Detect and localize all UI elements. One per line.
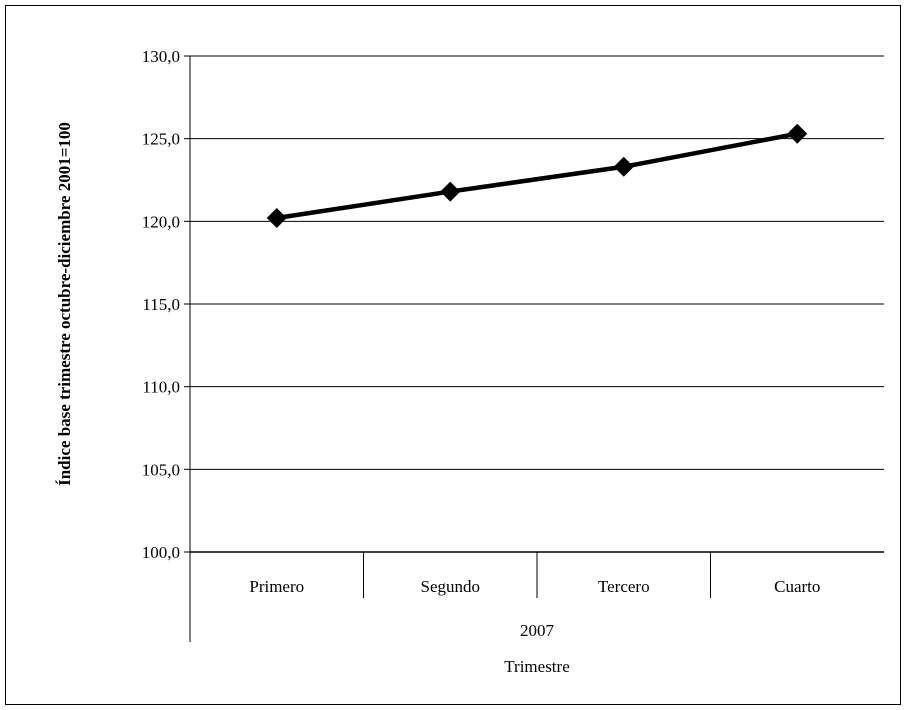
y-tick-labels: 100,0 105,0 110,0 115,0 120,0 125,0 130,0	[142, 47, 180, 562]
y-tick-label: 115,0	[142, 295, 180, 314]
y-tick-label: 130,0	[142, 47, 180, 66]
series	[266, 123, 808, 229]
y-axis-title: Índice base trimestre octubre-diciembre …	[55, 122, 74, 486]
y-tick-label: 125,0	[142, 130, 180, 149]
x-group-label: 2007	[520, 621, 555, 640]
axes	[184, 55, 884, 642]
category-label: Segundo	[421, 577, 481, 596]
data-point-marker	[440, 181, 461, 202]
y-tick-label: 100,0	[142, 543, 180, 562]
data-point-marker	[613, 156, 634, 177]
y-tick-label: 110,0	[142, 378, 180, 397]
category-label: Cuarto	[774, 577, 820, 596]
y-tick-label: 120,0	[142, 212, 180, 231]
y-tick-label: 105,0	[142, 460, 180, 479]
x-category-labels: Primero Segundo Tercero Cuarto	[249, 577, 820, 596]
x-axis-title: Trimestre	[504, 657, 570, 676]
data-point-marker	[787, 123, 808, 144]
category-label: Primero	[249, 577, 304, 596]
chart-frame	[5, 5, 901, 705]
data-point-marker	[266, 208, 287, 229]
series-line	[276, 131, 798, 221]
category-label: Tercero	[598, 577, 650, 596]
gridlines	[190, 55, 884, 470]
